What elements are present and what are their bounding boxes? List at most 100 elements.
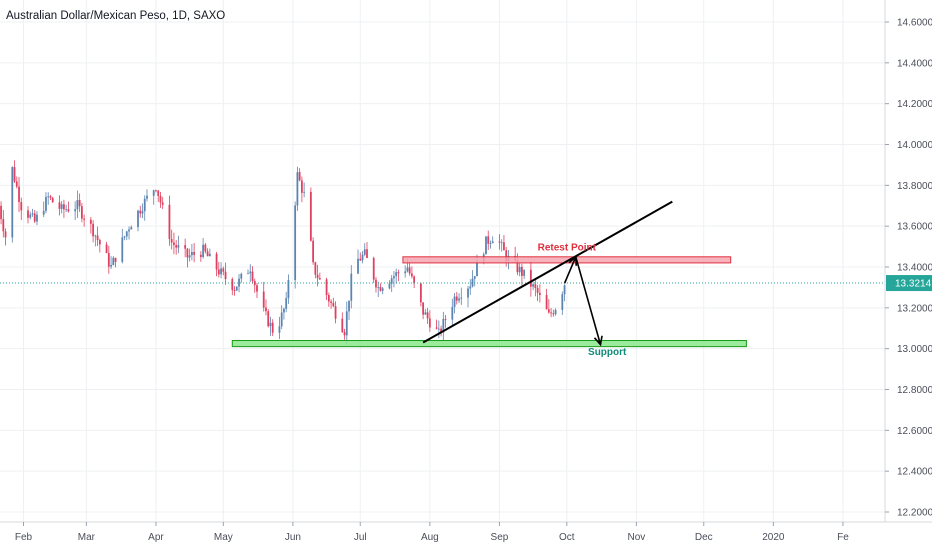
price-tick-label: 13.8000 bbox=[897, 181, 932, 192]
candle-body bbox=[377, 287, 380, 288]
candle-body bbox=[45, 196, 47, 211]
candle-body bbox=[485, 236, 487, 255]
candle-body bbox=[283, 308, 285, 313]
axes: 14.6000 14.4000 14.2000 14.0000 13.8000 13.60… bbox=[0, 0, 932, 543]
candle-body bbox=[404, 271, 407, 274]
time-tick-label: Mar bbox=[78, 532, 96, 543]
candle-body bbox=[419, 283, 422, 303]
candle-body bbox=[110, 265, 112, 267]
time-tick-label: Jun bbox=[285, 532, 301, 543]
candle-body bbox=[143, 198, 146, 212]
candle-body bbox=[33, 213, 36, 222]
current-price-tag bbox=[886, 275, 932, 292]
candle-body bbox=[128, 229, 130, 232]
candle-body bbox=[467, 288, 469, 298]
candle-body bbox=[316, 274, 319, 279]
candle-body bbox=[406, 267, 409, 272]
candle-body bbox=[159, 195, 162, 203]
time-tick-label: Aug bbox=[421, 532, 439, 543]
candle-body bbox=[332, 302, 335, 307]
candle-body bbox=[83, 218, 86, 220]
candle-body bbox=[231, 279, 234, 291]
candle-body bbox=[18, 186, 20, 203]
candle-body bbox=[545, 294, 548, 310]
candle-body bbox=[67, 209, 70, 212]
candle-body bbox=[453, 296, 456, 307]
chart-title: Australian Dollar/Mexican Peso, 1D, SAXO bbox=[6, 10, 226, 22]
candle-body bbox=[247, 273, 249, 275]
candle-body bbox=[184, 245, 187, 249]
retest-arrow-up[interactable] bbox=[563, 256, 577, 284]
candle-body bbox=[217, 269, 220, 275]
candle-body bbox=[271, 322, 274, 333]
candle-body bbox=[503, 242, 505, 251]
candle-body bbox=[222, 268, 225, 272]
candle-body bbox=[491, 241, 494, 244]
candle-body bbox=[141, 211, 144, 214]
candle-body bbox=[96, 235, 99, 240]
candle-body bbox=[372, 257, 375, 280]
candle-body bbox=[105, 244, 108, 253]
candle-body bbox=[27, 210, 29, 218]
candle-body bbox=[325, 279, 328, 296]
candle-body bbox=[500, 242, 503, 244]
candle-body bbox=[206, 251, 209, 257]
candle-body bbox=[487, 236, 490, 244]
candle-body bbox=[393, 276, 395, 279]
candle-body bbox=[314, 262, 317, 275]
price-tick-label: 14.0000 bbox=[897, 140, 932, 151]
rising-trendline[interactable] bbox=[422, 200, 673, 344]
candle-body bbox=[121, 237, 124, 262]
time-tick-label: Fe bbox=[837, 532, 849, 543]
price-tick-label: 12.2000 bbox=[897, 508, 932, 519]
candle-body bbox=[312, 240, 315, 263]
projection-arrow-down-head bbox=[593, 335, 603, 347]
candle-body bbox=[199, 254, 202, 258]
price-tick-label: 13.4000 bbox=[897, 263, 932, 274]
candle-body bbox=[155, 190, 157, 192]
candle-body bbox=[98, 239, 101, 245]
candle-body bbox=[536, 287, 539, 293]
candle-body bbox=[278, 326, 281, 333]
support-zone[interactable] bbox=[231, 340, 747, 348]
candle-body bbox=[435, 327, 438, 329]
grid bbox=[0, 0, 885, 522]
candle-body bbox=[262, 291, 265, 308]
candle-body bbox=[269, 322, 272, 327]
candle-body bbox=[285, 298, 288, 309]
price-tick-label: 14.2000 bbox=[897, 99, 932, 110]
candle-body bbox=[63, 204, 65, 210]
candle-body bbox=[538, 292, 541, 295]
candle-body bbox=[309, 191, 312, 241]
candle-body bbox=[345, 311, 348, 336]
candle-body bbox=[444, 318, 447, 320]
candle-body bbox=[505, 250, 508, 262]
candle-body bbox=[357, 258, 359, 274]
candle-body bbox=[473, 276, 476, 279]
candle-body bbox=[561, 294, 564, 310]
candle-body bbox=[15, 181, 18, 187]
time-tick-label: 2020 bbox=[762, 532, 785, 543]
candle-body bbox=[267, 311, 270, 327]
candle-body bbox=[413, 276, 416, 284]
candle-body bbox=[361, 254, 364, 261]
price-tick-label: 12.8000 bbox=[897, 385, 932, 396]
candle-body bbox=[170, 238, 173, 243]
candle-body bbox=[388, 283, 391, 289]
candle-body bbox=[489, 243, 492, 244]
candle-body bbox=[251, 271, 254, 281]
candle-body bbox=[190, 251, 193, 256]
time-tick-label: Dec bbox=[695, 532, 713, 543]
candle-body bbox=[0, 205, 2, 220]
candle-body bbox=[20, 202, 23, 211]
candle-body bbox=[168, 204, 171, 239]
candle-body bbox=[137, 210, 139, 228]
candle-body bbox=[471, 278, 474, 287]
candle-body bbox=[563, 285, 566, 295]
candle-body bbox=[395, 272, 398, 277]
resistance-zone[interactable] bbox=[402, 256, 732, 264]
candle-body bbox=[29, 214, 32, 218]
candle-body bbox=[92, 223, 95, 237]
projection-arrow-down[interactable] bbox=[575, 256, 602, 345]
